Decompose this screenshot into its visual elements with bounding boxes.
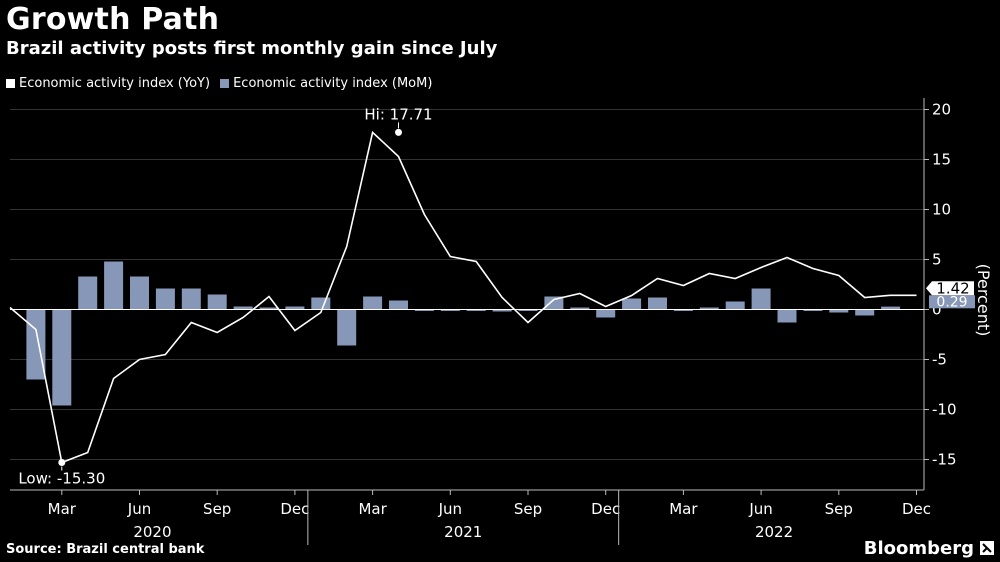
- brand-logo-text: Bloomberg: [863, 538, 974, 559]
- hi-annotation: Hi: 17.71: [364, 105, 432, 123]
- mom-bar: [52, 309, 72, 406]
- mom-bar: [363, 296, 383, 310]
- mom-bar: [389, 300, 408, 310]
- mom-bar: [699, 307, 719, 310]
- x-tick-label: Sep: [203, 500, 231, 518]
- hi-marker: [395, 128, 402, 136]
- mom-bar: [104, 261, 124, 310]
- x-year-label: 2020: [133, 523, 171, 541]
- mom-bar: [803, 309, 823, 311]
- mom-bar: [777, 309, 797, 323]
- x-tick-label: Jun: [438, 500, 462, 518]
- y-tick-label: 15: [932, 151, 951, 169]
- legend-swatch-yoy: [6, 79, 15, 88]
- source-note: Source: Brazil central bank: [6, 542, 205, 557]
- last-value-label-yoy: 1.42: [936, 279, 969, 297]
- y-axis-title: (Percent): [974, 264, 993, 337]
- y-tick-label: -10: [932, 401, 957, 419]
- terminal-cursor-icon: [980, 541, 994, 555]
- mom-bar: [881, 306, 901, 310]
- mom-bar: [311, 297, 331, 310]
- mom-bar: [544, 296, 564, 310]
- legend-swatch-mom: [220, 79, 230, 88]
- y-tick-label: 20: [932, 101, 951, 119]
- x-tick-label: Dec: [591, 500, 620, 518]
- last-value-tag-yoy: [926, 281, 974, 296]
- mom-bar: [725, 301, 745, 310]
- mom-bar: [492, 309, 512, 312]
- chart-title: Growth Path: [6, 2, 220, 37]
- y-tick-label: 5: [932, 251, 942, 269]
- mom-bar: [414, 309, 434, 311]
- mom-bar: [829, 309, 849, 313]
- mom-bar: [622, 298, 642, 310]
- x-tick-label: Mar: [48, 500, 77, 518]
- mom-bar: [570, 307, 590, 310]
- legend-label-yoy: Economic activity index (YoY): [19, 76, 211, 91]
- mom-bar: [285, 306, 305, 310]
- legend-item-mom: Economic activity index (MoM): [220, 76, 432, 91]
- mom-bar: [337, 309, 357, 346]
- x-tick-label: Jun: [748, 500, 772, 518]
- mom-bar: [181, 288, 201, 310]
- legend-label-mom: Economic activity index (MoM): [233, 76, 433, 91]
- mom-bar: [207, 294, 227, 310]
- x-tick-label: Dec: [902, 500, 931, 518]
- y-tick-label: -15: [932, 451, 957, 469]
- legend: Economic activity index (YoY) Economic a…: [6, 76, 442, 91]
- y-tick-label: 10: [932, 201, 951, 219]
- last-value-tag-mom: [929, 295, 975, 309]
- mom-bar: [596, 309, 616, 318]
- low-annotation: Low: -15.30: [18, 470, 105, 488]
- mom-bar: [673, 309, 693, 311]
- x-year-label: 2022: [755, 523, 793, 541]
- mom-bar: [518, 309, 538, 311]
- mom-bar: [78, 276, 98, 310]
- x-tick-label: Mar: [358, 500, 387, 518]
- yoy-line: [9, 130, 917, 464]
- x-tick-label: Dec: [280, 500, 309, 518]
- x-tick-label: Sep: [825, 500, 853, 518]
- mom-bar: [440, 309, 460, 311]
- x-tick-label: Sep: [514, 500, 542, 518]
- x-year-label: 2021: [444, 523, 482, 541]
- y-tick-label: 0: [932, 301, 942, 319]
- mom-bar: [259, 307, 279, 310]
- mom-bar: [466, 309, 486, 311]
- x-tick-label: Mar: [669, 500, 698, 518]
- mom-bar: [855, 309, 875, 316]
- last-value-label-mom: 0.29: [936, 294, 967, 310]
- mom-bar: [648, 297, 667, 310]
- mom-bar: [130, 276, 149, 310]
- mom-bar: [26, 309, 46, 380]
- low-marker: [58, 459, 66, 466]
- mom-bar: [751, 288, 771, 310]
- mom-bar: [155, 288, 175, 310]
- chart-subtitle: Brazil activity posts first monthly gain…: [6, 38, 498, 59]
- x-tick-label: Jun: [127, 500, 151, 518]
- y-tick-label: -5: [932, 351, 947, 369]
- mom-bar: [233, 306, 253, 310]
- legend-item-yoy: Economic activity index (YoY): [6, 76, 210, 91]
